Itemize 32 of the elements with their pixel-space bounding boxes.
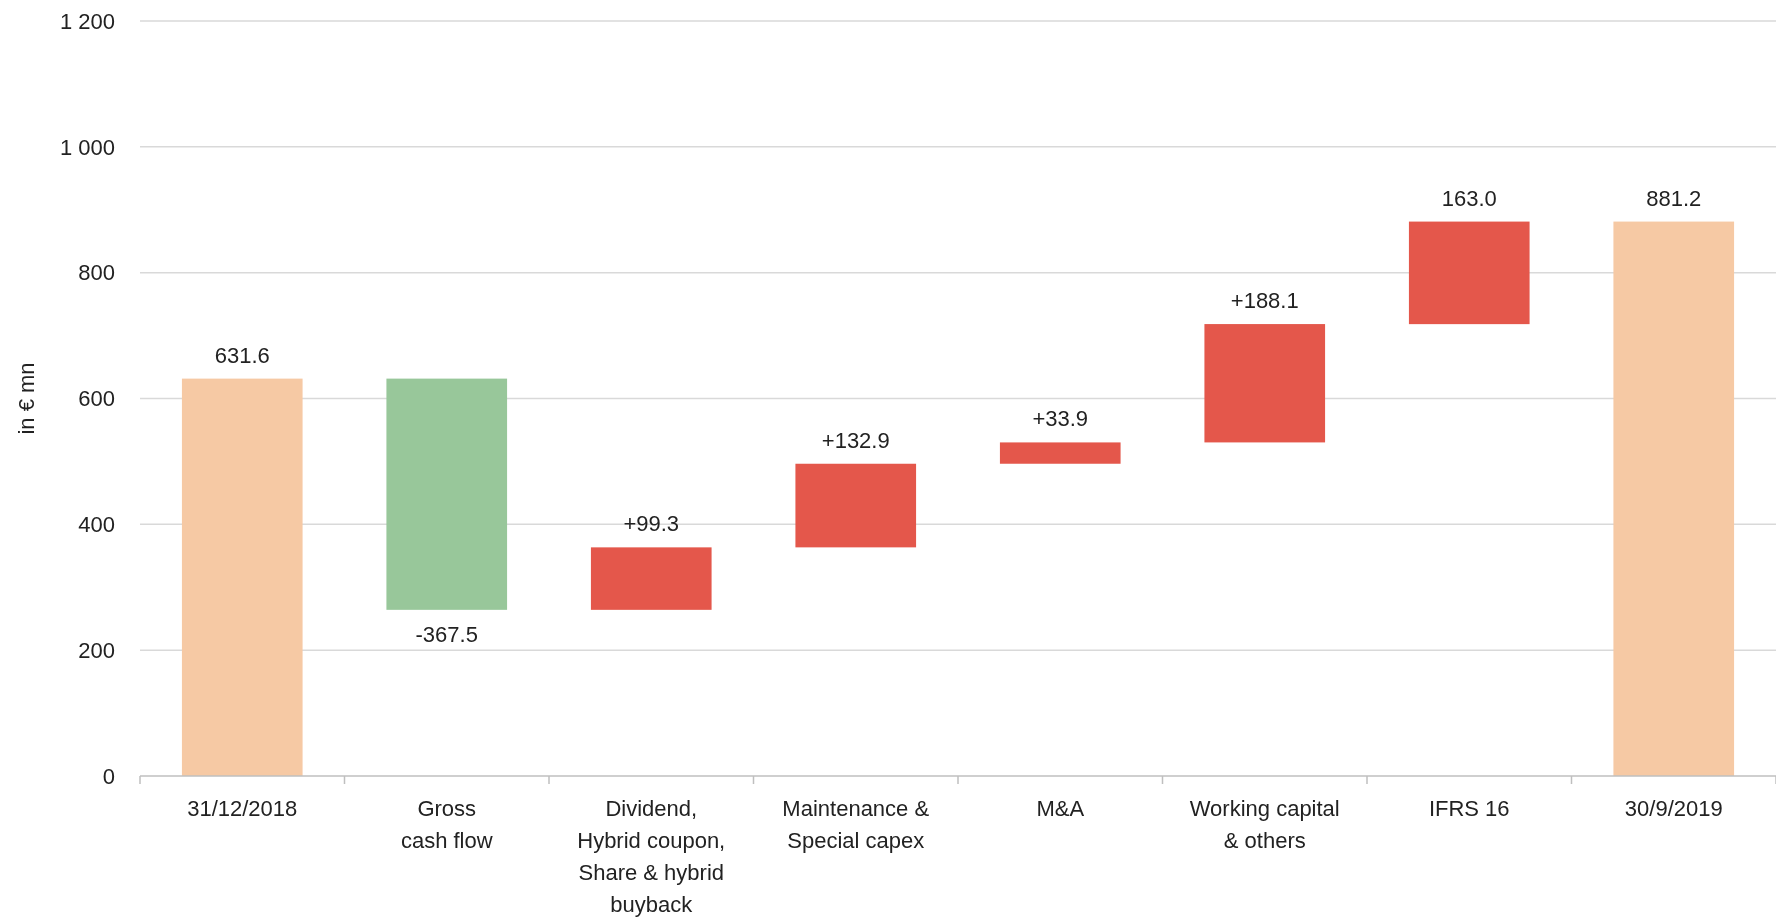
y-tick-label: 1 000	[59, 134, 115, 160]
data-label: 631.6	[214, 342, 270, 368]
x-tick-label: 30/9/2019	[1624, 796, 1723, 821]
x-tick-label: Maintenance & Special capex	[782, 796, 930, 853]
bar	[999, 442, 1121, 464]
bar	[1204, 324, 1326, 443]
y-tick-label: 600	[78, 386, 115, 412]
bar	[795, 463, 917, 548]
y-axis-title: in € mn	[14, 362, 39, 435]
bar	[590, 547, 712, 610]
x-tick-label: IFRS 16	[1428, 796, 1510, 821]
y-tick-label: 0	[102, 763, 115, 789]
x-tick-label: Dividend, Hybrid coupon, Share & hybrid buyback	[577, 796, 726, 917]
x-tick-label: 31/12/2018	[187, 796, 298, 821]
data-label: -367.5	[415, 621, 478, 647]
data-label: +99.3	[623, 511, 680, 537]
data-label: +132.9	[821, 427, 890, 453]
data-label: +33.9	[1032, 406, 1089, 432]
data-label: +188.1	[1230, 288, 1299, 314]
bar	[1613, 221, 1735, 776]
bar	[181, 378, 303, 776]
bar	[386, 378, 508, 610]
x-tick-label: Working capital & others	[1189, 796, 1340, 853]
x-tick-label: Gross cash flow	[400, 796, 493, 853]
y-tick-label: 400	[78, 512, 115, 538]
bar	[1408, 221, 1530, 325]
y-tick-label: 200	[78, 637, 115, 663]
data-label: 163.0	[1441, 185, 1497, 211]
y-tick-label: 800	[78, 260, 115, 286]
data-label: 881.2	[1646, 185, 1702, 211]
x-tick-label: M&A	[1036, 796, 1085, 821]
y-tick-label: 1 200	[59, 8, 115, 34]
